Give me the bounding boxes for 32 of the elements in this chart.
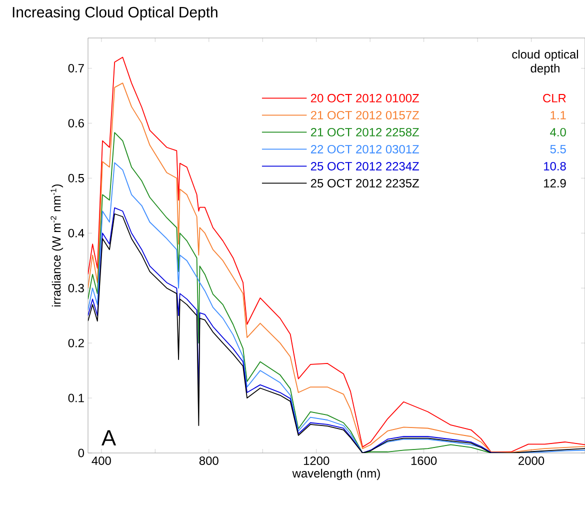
y-tick-label: 0.3 bbox=[68, 284, 84, 292]
x-tick-label: 1600 bbox=[411, 456, 437, 465]
y-tick-label: 0.5 bbox=[68, 174, 84, 182]
annotation: 1.1 bbox=[550, 111, 566, 120]
x-tick-label: 1200 bbox=[304, 456, 330, 465]
y-axis-title: irradiance (W m$^{-2}$ nm$^{-1}$) bbox=[50, 184, 64, 306]
y-tick-label: 0 bbox=[78, 448, 84, 458]
annotation: A bbox=[102, 430, 116, 446]
legend-label: 21 OCT 2012 2258Z bbox=[310, 128, 419, 136]
legend-label: 25 OCT 2012 2235Z bbox=[310, 179, 419, 188]
annotation: CLR bbox=[543, 94, 566, 102]
legend-label: 22 OCT 2012 0301Z bbox=[310, 144, 419, 154]
line-series bbox=[88, 213, 585, 453]
x-tick-label: 400 bbox=[92, 456, 111, 465]
legend-label: 20 OCT 2012 0100Z bbox=[310, 94, 419, 102]
y-tick-label: 0.6 bbox=[68, 118, 84, 128]
y-tick-label: 0.7 bbox=[68, 64, 84, 72]
x-tick-label: 2000 bbox=[518, 456, 544, 465]
legend-label: 25 OCT 2012 2234Z bbox=[310, 162, 419, 170]
annotation: 4.0 bbox=[550, 128, 566, 136]
y-tick-label: 0.2 bbox=[68, 338, 84, 348]
y-tick-label: 0.1 bbox=[68, 394, 84, 402]
chart-title: Increasing Cloud Optical Depth bbox=[12, 6, 218, 20]
annotation: 5.5 bbox=[550, 145, 566, 154]
legend-title: cloud optical depth bbox=[512, 50, 578, 75]
annotation: 12.9 bbox=[544, 179, 566, 188]
x-tick-label: 800 bbox=[199, 456, 218, 465]
y-tick-label: 0.4 bbox=[68, 228, 84, 238]
legend-label: 21 OCT 2012 0157Z bbox=[310, 110, 419, 120]
line-series bbox=[88, 162, 585, 453]
annotation: 10.8 bbox=[544, 162, 566, 170]
x-axis-title: wavelength (nm) bbox=[292, 468, 380, 480]
